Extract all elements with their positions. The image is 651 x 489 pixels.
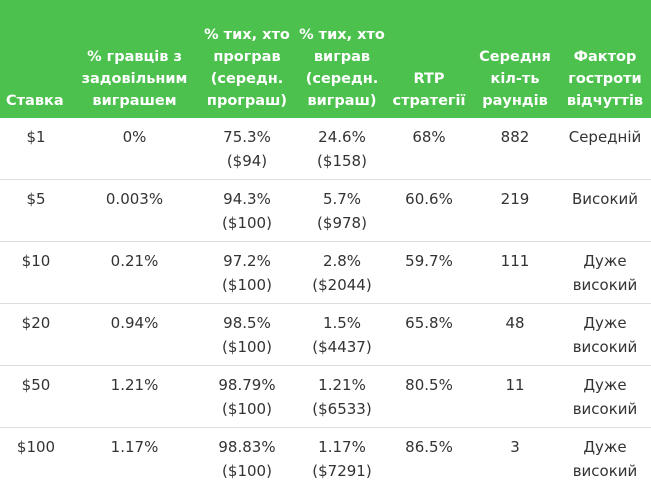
cell-rounds: 48 bbox=[471, 304, 559, 366]
thrill-line-2: високий bbox=[561, 335, 649, 359]
table-row: $5 0.003% 94.3%($100) 5.7%($978) 60.6% 2… bbox=[0, 180, 651, 242]
thrill-line-1: Дуже bbox=[561, 373, 649, 397]
won-avg: ($7291) bbox=[299, 459, 385, 483]
cell-lost: 94.3%($100) bbox=[197, 180, 297, 242]
lost-avg: ($94) bbox=[199, 149, 295, 173]
header-rounds: Середня кіл-ть раундів bbox=[471, 0, 559, 118]
header-satisfied: % гравців з задовільним виграшем bbox=[72, 0, 197, 118]
table-row: $50 1.21% 98.79%($100) 1.21%($6533) 80.5… bbox=[0, 366, 651, 428]
lost-pct: 75.3% bbox=[199, 125, 295, 149]
cell-bet: $100 bbox=[0, 428, 72, 489]
cell-won: 2.8%($2044) bbox=[297, 242, 387, 304]
cell-rtp: 68% bbox=[387, 118, 471, 180]
cell-lost: 98.79%($100) bbox=[197, 366, 297, 428]
cell-thrill: Високий bbox=[559, 180, 651, 242]
thrill-line-1: Середній bbox=[561, 125, 649, 149]
thrill-line-1: Дуже bbox=[561, 249, 649, 273]
cell-rtp: 80.5% bbox=[387, 366, 471, 428]
cell-won: 24.6%($158) bbox=[297, 118, 387, 180]
table-row: $20 0.94% 98.5%($100) 1.5%($4437) 65.8% … bbox=[0, 304, 651, 366]
won-pct: 1.5% bbox=[299, 311, 385, 335]
thrill-line-1: Дуже bbox=[561, 311, 649, 335]
won-pct: 24.6% bbox=[299, 125, 385, 149]
cell-rounds: 219 bbox=[471, 180, 559, 242]
header-lost: % тих, хто програв (середн. програш) bbox=[197, 0, 297, 118]
lost-avg: ($100) bbox=[199, 335, 295, 359]
header-rtp: RTP стратегії bbox=[387, 0, 471, 118]
won-pct: 1.17% bbox=[299, 435, 385, 459]
cell-satisfied: 0% bbox=[72, 118, 197, 180]
cell-won: 1.17%($7291) bbox=[297, 428, 387, 489]
cell-satisfied: 0.94% bbox=[72, 304, 197, 366]
won-avg: ($6533) bbox=[299, 397, 385, 421]
cell-bet: $20 bbox=[0, 304, 72, 366]
thrill-line-2: високий bbox=[561, 273, 649, 297]
cell-bet: $50 bbox=[0, 366, 72, 428]
thrill-line-1: Високий bbox=[561, 187, 649, 211]
table-row: $100 1.17% 98.83%($100) 1.17%($7291) 86.… bbox=[0, 428, 651, 489]
lost-pct: 98.83% bbox=[199, 435, 295, 459]
cell-lost: 75.3%($94) bbox=[197, 118, 297, 180]
lost-pct: 98.5% bbox=[199, 311, 295, 335]
cell-lost: 97.2%($100) bbox=[197, 242, 297, 304]
cell-rtp: 59.7% bbox=[387, 242, 471, 304]
cell-won: 1.21%($6533) bbox=[297, 366, 387, 428]
lost-avg: ($100) bbox=[199, 459, 295, 483]
table-header-row: Ставка % гравців з задовільним виграшем … bbox=[0, 0, 651, 118]
lost-avg: ($100) bbox=[199, 397, 295, 421]
won-pct: 1.21% bbox=[299, 373, 385, 397]
cell-satisfied: 0.003% bbox=[72, 180, 197, 242]
table-row: $10 0.21% 97.2%($100) 2.8%($2044) 59.7% … bbox=[0, 242, 651, 304]
lost-avg: ($100) bbox=[199, 273, 295, 297]
cell-rtp: 60.6% bbox=[387, 180, 471, 242]
cell-lost: 98.5%($100) bbox=[197, 304, 297, 366]
lost-avg: ($100) bbox=[199, 211, 295, 235]
header-bet: Ставка bbox=[0, 0, 72, 118]
won-avg: ($978) bbox=[299, 211, 385, 235]
cell-rounds: 3 bbox=[471, 428, 559, 489]
cell-won: 1.5%($4437) bbox=[297, 304, 387, 366]
cell-bet: $5 bbox=[0, 180, 72, 242]
thrill-line-2: високий bbox=[561, 397, 649, 421]
won-avg: ($2044) bbox=[299, 273, 385, 297]
table-row: $1 0% 75.3%($94) 24.6%($158) 68% 882 Сер… bbox=[0, 118, 651, 180]
cell-satisfied: 1.17% bbox=[72, 428, 197, 489]
cell-lost: 98.83%($100) bbox=[197, 428, 297, 489]
cell-rtp: 86.5% bbox=[387, 428, 471, 489]
cell-rtp: 65.8% bbox=[387, 304, 471, 366]
cell-bet: $10 bbox=[0, 242, 72, 304]
cell-won: 5.7%($978) bbox=[297, 180, 387, 242]
thrill-line-1: Дуже bbox=[561, 435, 649, 459]
header-thrill: Фактор гостроти відчуттів bbox=[559, 0, 651, 118]
cell-bet: $1 bbox=[0, 118, 72, 180]
lost-pct: 97.2% bbox=[199, 249, 295, 273]
won-avg: ($4437) bbox=[299, 335, 385, 359]
lost-pct: 98.79% bbox=[199, 373, 295, 397]
won-avg: ($158) bbox=[299, 149, 385, 173]
cell-satisfied: 0.21% bbox=[72, 242, 197, 304]
header-won: % тих, хто виграв (середн. виграш) bbox=[297, 0, 387, 118]
lost-pct: 94.3% bbox=[199, 187, 295, 211]
won-pct: 5.7% bbox=[299, 187, 385, 211]
cell-thrill: Середній bbox=[559, 118, 651, 180]
cell-rounds: 882 bbox=[471, 118, 559, 180]
cell-satisfied: 1.21% bbox=[72, 366, 197, 428]
won-pct: 2.8% bbox=[299, 249, 385, 273]
thrill-line-2: високий bbox=[561, 459, 649, 483]
cell-rounds: 11 bbox=[471, 366, 559, 428]
cell-rounds: 111 bbox=[471, 242, 559, 304]
